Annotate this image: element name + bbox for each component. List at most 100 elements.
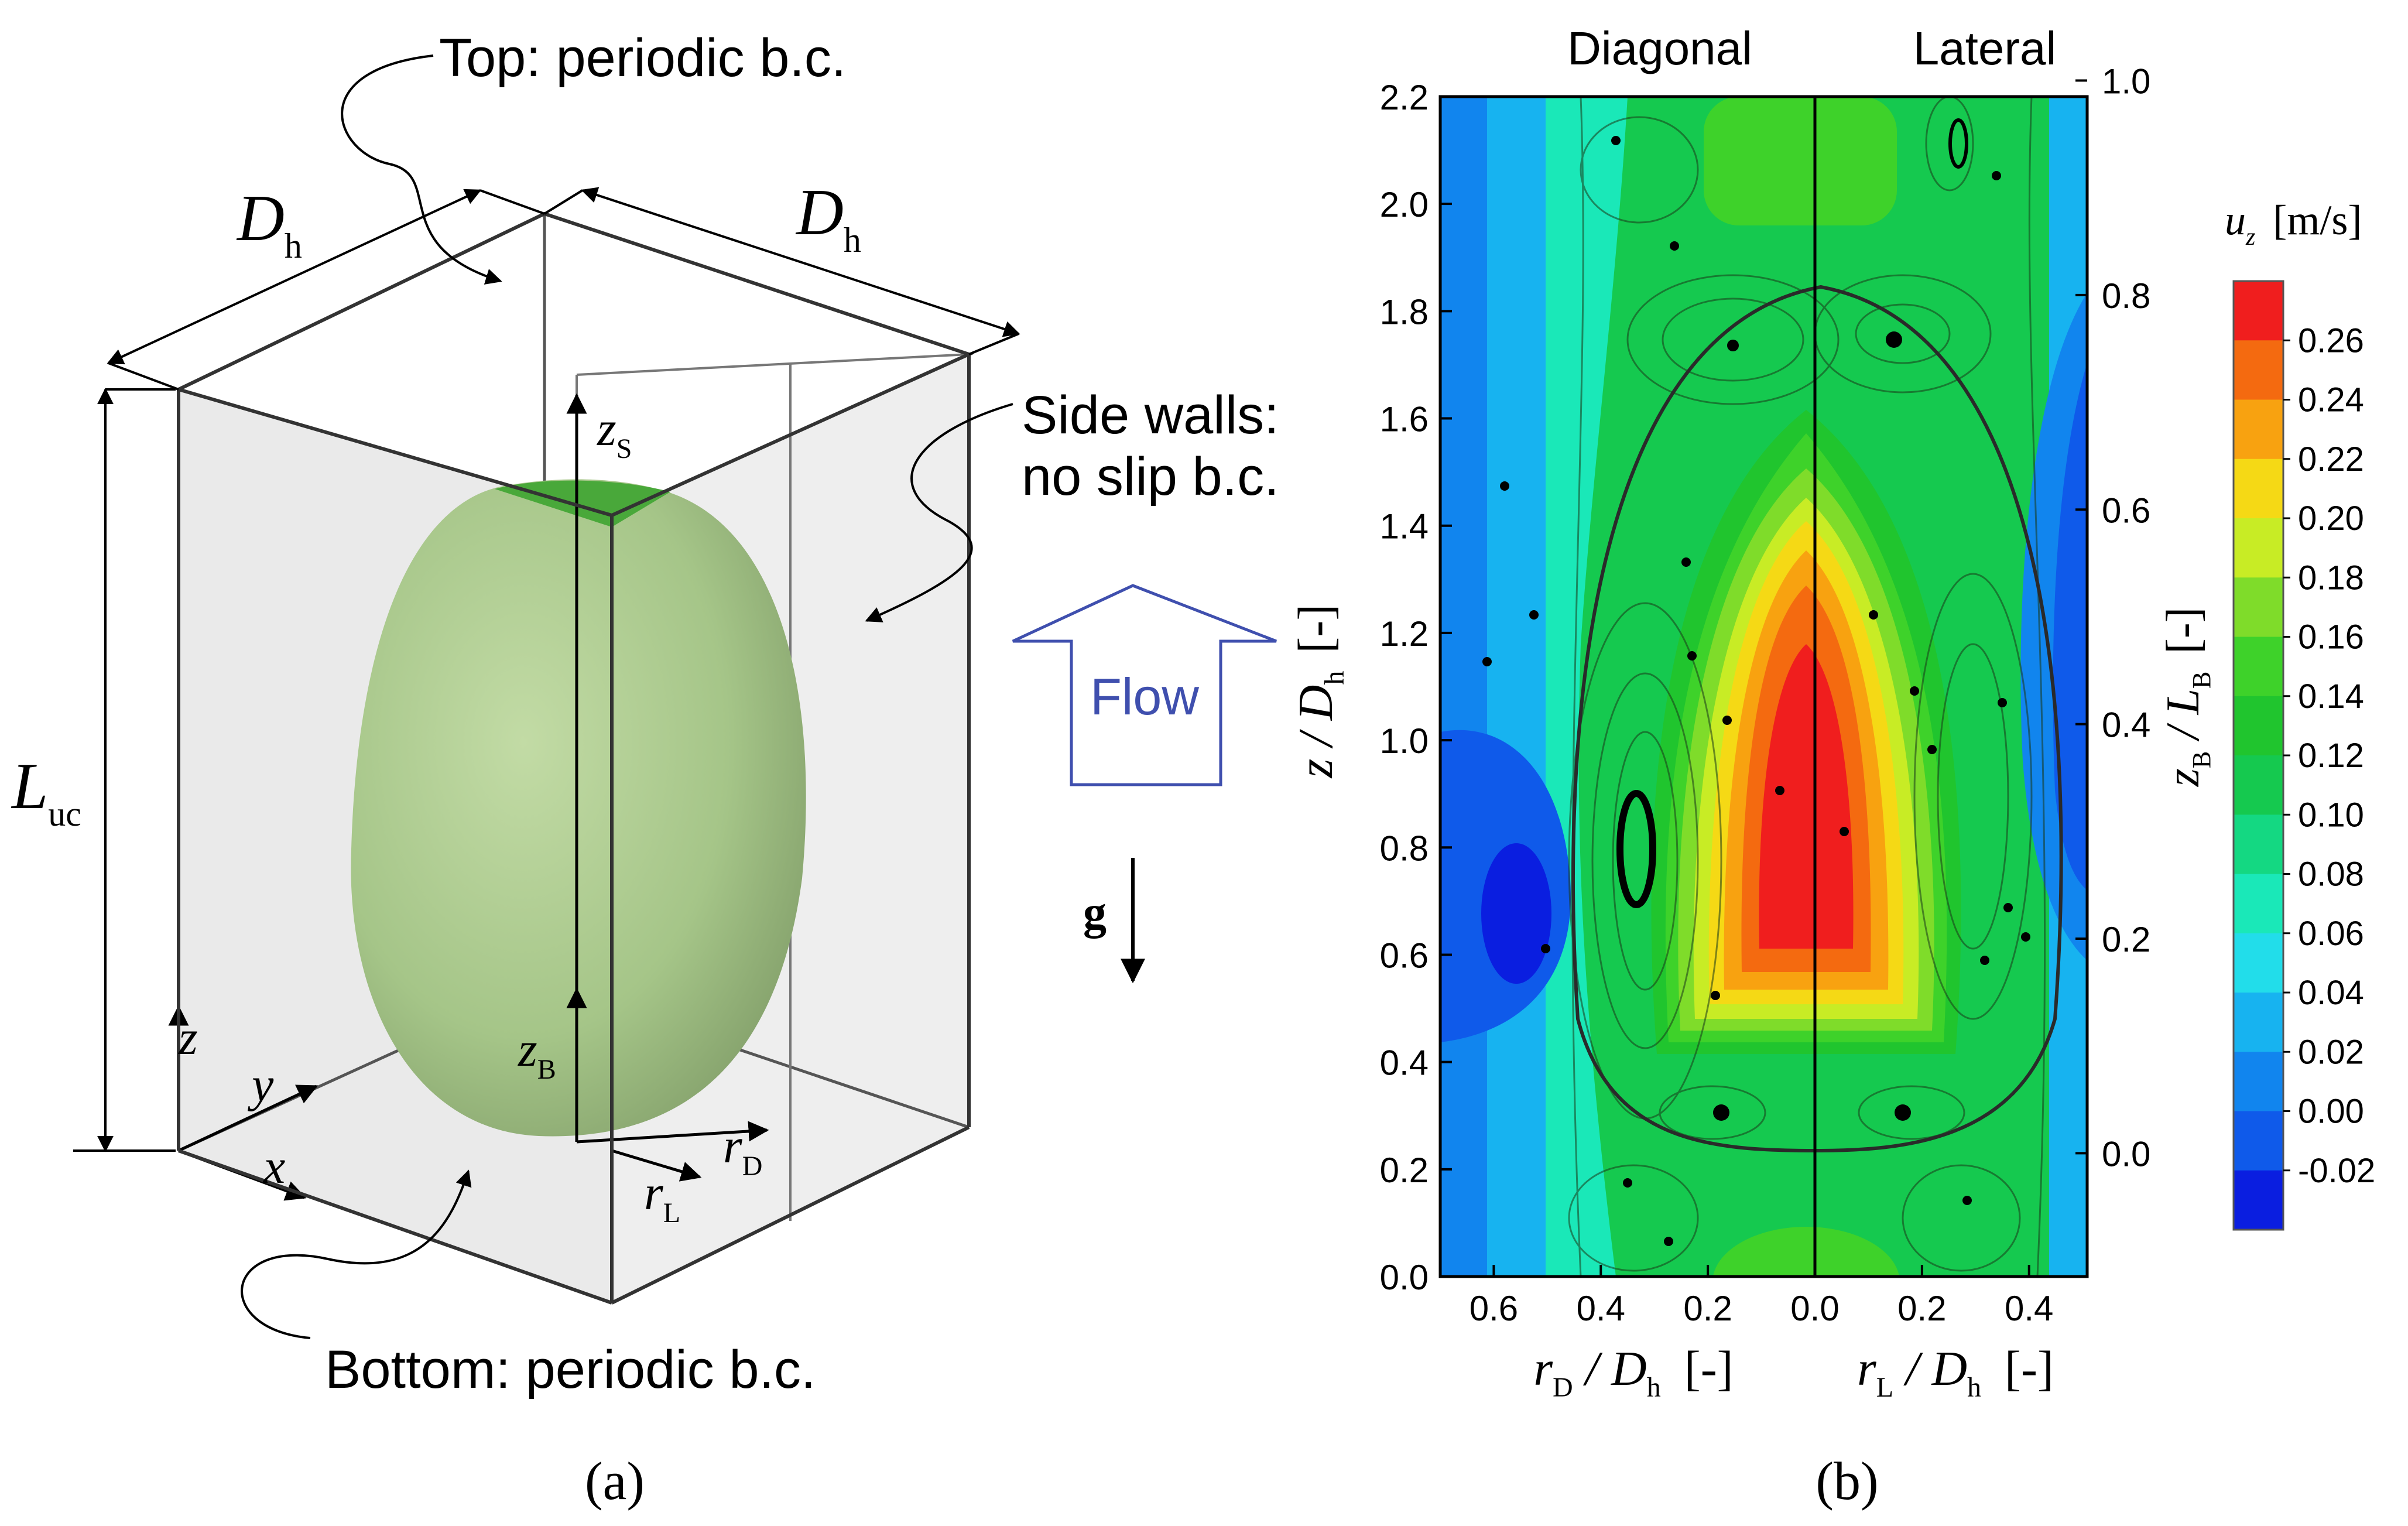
colorbar-tick-label: 0.24 [2298,381,2364,419]
bottom-left-x-label: rD / Dh [-] [1533,1342,1733,1403]
x-ticks: 0.6 0.4 0.2 0.0 0.2 0.4 [1470,1265,2053,1328]
panel-b: Diagonal Lateral 0.0 0.2 0.4 0.6 0.8 1.0 1.2 1.… [1289,22,2375,1511]
colorbar-tick-label: 0.08 [2298,856,2364,894]
dh-label-left: Dh [236,182,302,265]
colorbar-swatch [2234,399,2283,460]
plot-frame [1438,95,2089,1278]
right-tick-label: 1.0 [2102,62,2150,101]
contour-left-cyan [1546,97,1628,1277]
colorbar-tick-label: 0.16 [2298,618,2364,656]
right-tick-label: 0.6 [2102,491,2150,530]
left-tick-label: 0.4 [1380,1043,1429,1083]
x-tick-label: 0.4 [1577,1289,1625,1328]
rl-label: rL [644,1166,680,1229]
panel-a: Flow g Top: periodic b.c. Side walls: no… [11,28,1279,1511]
colorbar-swatch [2234,1052,2283,1112]
right-y-ticks: 0.0 0.2 0.4 0.6 0.8 1.0 [2075,62,2150,1173]
flow-label: Flow [1090,668,1199,726]
luc-label: Luc [11,750,81,833]
z-label: z [178,1011,198,1065]
right-tick-label: 0.2 [2102,920,2150,959]
x-tick-label: 0.6 [1470,1289,1518,1328]
x-tick-label: 0.0 [1790,1289,1839,1328]
colorbar-tick-label: 0.14 [2298,678,2364,716]
contour-top-light [1704,97,1897,225]
seed-points [1482,136,2030,1246]
left-tick-label: 1.0 [1380,721,1429,761]
side-bc-label-2: no slip b.c. [1022,447,1279,507]
streamlines [1568,97,2046,1277]
colorbar-tick-label: 0.22 [2298,440,2364,478]
x-tick-label: 0.4 [2005,1289,2053,1328]
caption-b: (b) [1816,1451,1878,1511]
colorbar-swatch [2234,637,2283,697]
x-tick-label: 0.2 [1683,1289,1732,1328]
coordinate-axes [168,393,769,1201]
colorbar-tick-label: 0.20 [2298,499,2364,538]
contour-bottom-light [1712,1227,1900,1277]
colorbar-swatch [2234,993,2283,1053]
bottom-bc-label: Bottom: periodic b.c. [325,1340,816,1400]
left-y-label: z / Dh[-] [1289,604,1350,779]
colorbar-swatch [2234,1111,2283,1171]
contour-right-blue-2 [2053,363,2087,890]
contour-level-8 [1759,644,1854,949]
colorbar-swatch [2234,518,2283,579]
left-tick-label: 2.2 [1380,78,1429,117]
contour-dark-blue [1481,843,1551,984]
title-diagonal: Diagonal [1567,22,1752,74]
colorbar: 0.26 0.24 0.22 0.20 0.18 0.16 0.14 0.12 0.10 0.08… [2232,280,2375,1231]
zs-label: zS [597,402,632,464]
colorbar-tick-label: 0.10 [2298,796,2364,834]
y-label: y [247,1058,274,1112]
colorbar-tick-label: 0.00 [2298,1093,2364,1131]
colorbar-swatch [2234,815,2283,875]
flow-arrow [1012,584,1277,786]
right-y-label: zB / LB[-] [2157,607,2216,788]
side-bc-label-1: Side walls: [1022,385,1279,445]
colorbar-swatch [2234,459,2283,519]
bubble-top-cap [495,480,670,527]
vortex-core-2 [1948,118,1968,169]
colorbar-swatch [2234,755,2283,816]
colorbar-label: uz [m/s] [2225,197,2362,251]
colorbar-swatch [2234,1170,2283,1230]
gravity-label: g [1083,887,1107,939]
colorbar-swatch [2234,696,2283,756]
top-bc-label: Top: periodic b.c. [439,28,846,88]
contour-plot [1440,97,2087,1277]
callout-lines [241,54,1013,1339]
colorbar-swatch [2234,340,2283,401]
bubble-interface [1571,285,2063,1153]
colorbar-swatch [2234,874,2283,934]
vortex-core [1616,790,1656,908]
colorbar-tick-label: -0.02 [2298,1152,2375,1190]
colorbar-tick-label: 0.06 [2298,915,2364,953]
rd-label: rD [723,1119,762,1182]
right-tick-label: 0.0 [2102,1134,2150,1173]
colorbar-tick-label: 0.12 [2298,737,2364,775]
colorbar-swatch [2234,577,2283,638]
left-tick-label: 1.8 [1380,292,1429,331]
contour-left-band-2 [1487,97,1546,1277]
bottom-right-x-label: rL / Dh [-] [1857,1342,2054,1403]
zb-label: zB [518,1022,556,1085]
dimension-lines [73,187,1020,1152]
left-y-ticks: 0.0 0.2 0.4 0.6 0.8 1.0 1.2 1.4 1.6 1.8 2.0 2.2 [1380,78,1452,1297]
left-tick-label: 0.2 [1380,1151,1429,1190]
left-tick-label: 0.0 [1380,1258,1429,1297]
right-tick-label: 0.4 [2102,706,2150,745]
left-tick-label: 0.6 [1380,936,1429,975]
left-tick-label: 0.8 [1380,829,1429,868]
left-tick-label: 1.6 [1380,400,1429,439]
colorbar-tick-label: 0.18 [2298,559,2364,597]
left-tick-label: 1.4 [1380,507,1429,546]
left-tick-label: 2.0 [1380,185,1429,224]
dh-label-right: Dh [795,176,861,259]
colorbar-tick-label: 0.04 [2298,974,2364,1012]
x-label: x [262,1140,285,1194]
colorbar-swatch [2234,281,2283,341]
colorbar-tick-label: 0.26 [2298,321,2364,360]
colorbar-swatch [2234,933,2283,993]
